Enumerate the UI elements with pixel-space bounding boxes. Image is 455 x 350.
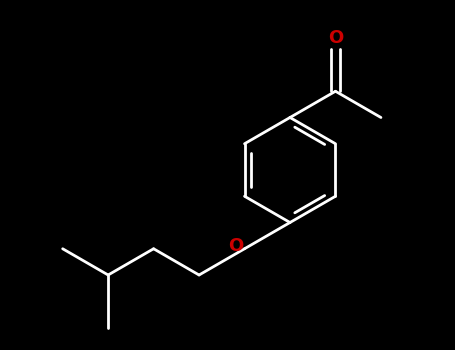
Text: O: O [228, 237, 243, 255]
Text: O: O [328, 29, 343, 47]
